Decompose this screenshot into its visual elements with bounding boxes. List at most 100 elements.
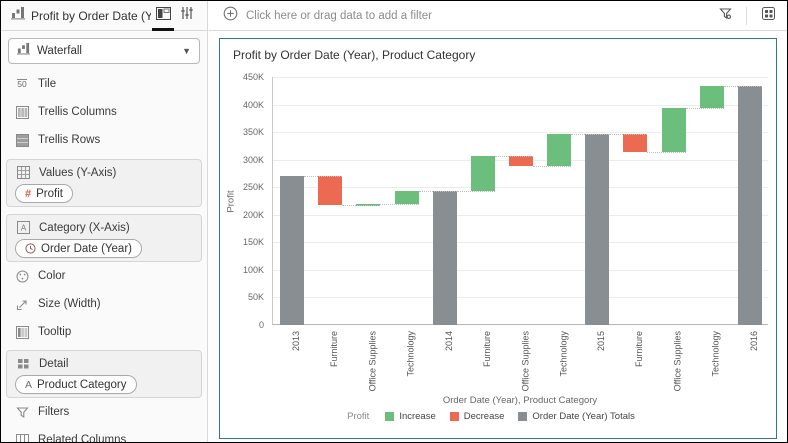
waterfall-bar-total[interactable] <box>585 133 610 325</box>
pill-profit[interactable]: # Profit <box>15 184 73 203</box>
gridline <box>273 269 768 271</box>
waterfall-bar-increase[interactable] <box>699 85 724 108</box>
waterfall-connector <box>418 191 457 193</box>
waterfall-bar-increase[interactable] <box>547 133 572 166</box>
gridline <box>273 132 768 134</box>
waterfall-connector <box>609 133 648 135</box>
trellis-rows-icon <box>14 133 30 147</box>
drop-target-related-columns[interactable]: Related Columns <box>1 426 207 442</box>
waterfall-connector <box>380 204 419 206</box>
gridline <box>273 104 768 106</box>
measure-hash-icon: # <box>25 187 32 200</box>
drop-zone-detail[interactable]: Detail A Product Category <box>6 350 202 398</box>
tab-viz-properties[interactable] <box>175 1 199 31</box>
drop-target-trellis-columns[interactable]: Trellis Columns <box>1 98 207 126</box>
legend-item[interactable]: Decrease <box>449 411 505 422</box>
y-tick-label: 450K <box>242 72 264 82</box>
drop-target-trellis-rows[interactable]: Trellis Rows <box>1 126 207 154</box>
canvas: Profit by Order Date (Year), Product Cat… <box>209 32 787 442</box>
waterfall-chart-icon <box>11 6 25 25</box>
waterfall-bar-decrease[interactable] <box>623 133 648 152</box>
y-axis-title: Profit <box>225 189 237 213</box>
detail-grid-icon <box>15 357 31 370</box>
x-axis-title: Order Date (Year), Product Category <box>442 395 598 406</box>
y-tick-label: 250K <box>242 182 264 193</box>
pill-product-category[interactable]: A Product Category <box>15 375 137 394</box>
chevron-down-icon: ▼ <box>182 46 191 56</box>
waterfall-connector <box>342 205 381 207</box>
legend-item[interactable]: Order Date (Year) Totals <box>518 411 635 422</box>
y-tick-label: 0 <box>258 320 264 330</box>
color-palette-icon <box>14 270 30 283</box>
pill-order-date-year[interactable]: Order Date (Year) <box>15 239 142 258</box>
drop-target-filters[interactable]: Filters <box>1 398 207 426</box>
drop-target-color[interactable]: Color <box>1 262 207 290</box>
plot-area <box>272 77 768 325</box>
gridline <box>273 214 768 216</box>
drop-target-tooltip[interactable]: Tooltip <box>1 318 207 346</box>
funnel-icon <box>14 406 30 419</box>
legend-item[interactable]: Increase <box>385 411 436 422</box>
waterfall-connector <box>647 151 686 153</box>
grammar-panel: Profit by Order Date (Year), Pr... Water… <box>1 1 208 442</box>
add-filter-plus-icon[interactable] <box>223 6 238 26</box>
legend-swatch <box>385 412 395 421</box>
y-tick-label: 350K <box>242 127 264 138</box>
drop-zone-values-y-axis[interactable]: Values (Y-Axis) # Profit <box>6 159 202 207</box>
tooltip-icon <box>14 325 30 339</box>
filter-bar[interactable]: Click here or drag data to add a filter <box>209 1 787 31</box>
waterfall-bar-increase[interactable] <box>356 204 381 207</box>
waterfall-chart-icon <box>17 42 30 60</box>
y-tick-label: 300K <box>242 154 264 165</box>
waterfall-bar-total[interactable] <box>432 191 457 325</box>
canvas-grid-icon <box>761 6 776 26</box>
grammar-panel-icon <box>155 6 171 25</box>
filter-bar-placeholder: Click here or drag data to add a filter <box>246 9 433 22</box>
waterfall-bar-increase[interactable] <box>394 191 419 205</box>
waterfall-visualization[interactable]: Profit by Order Date (Year), Product Cat… <box>219 38 777 439</box>
tab-grammar-panel[interactable] <box>151 1 175 31</box>
y-tick-label: 400K <box>242 99 264 110</box>
divider <box>746 6 747 25</box>
waterfall-bar-total[interactable] <box>737 85 762 325</box>
y-tick-label: 200K <box>242 209 264 220</box>
legend-label: Decrease <box>463 411 505 422</box>
gridline <box>273 187 768 189</box>
y-tick-label: 150K <box>242 237 264 248</box>
category-a-icon: A <box>15 221 31 234</box>
waterfall-bar-decrease[interactable] <box>509 155 533 166</box>
funnel-settings-icon <box>718 6 733 26</box>
gridline <box>273 297 768 299</box>
gridline <box>273 77 768 78</box>
viz-type-value: Waterfall <box>37 45 82 57</box>
resize-diagonal-icon <box>14 298 30 311</box>
waterfall-bar-total[interactable] <box>280 176 305 325</box>
drop-target-tile[interactable]: 50 Tile <box>1 70 207 98</box>
filter-options-button[interactable] <box>714 5 736 27</box>
legend-title: Profit <box>347 411 370 422</box>
waterfall-bar-decrease[interactable] <box>318 176 343 206</box>
clock-icon <box>25 243 36 254</box>
legend-swatch <box>518 412 528 421</box>
viz-type-dropdown[interactable]: Waterfall ▼ <box>8 38 200 64</box>
waterfall-bar-increase[interactable] <box>470 155 495 192</box>
chart-title: Profit by Order Date (Year), Product Cat… <box>233 48 476 62</box>
attribute-a-icon: A <box>25 378 33 391</box>
gridline <box>273 242 768 244</box>
waterfall-bar-increase[interactable] <box>661 107 686 152</box>
svg-text:A: A <box>20 224 26 233</box>
sliders-icon <box>180 6 194 25</box>
canvas-grid-button[interactable] <box>757 5 779 27</box>
waterfall-connector <box>533 165 572 167</box>
waterfall-connector <box>456 191 495 193</box>
values-grid-icon <box>15 166 31 179</box>
legend-swatch <box>449 412 459 421</box>
viz-header: Profit by Order Date (Year), Pr... <box>1 1 207 31</box>
drop-zone-category-x-axis[interactable]: A Category (X-Axis) Order Date (Year) <box>6 214 202 262</box>
trellis-columns-icon <box>14 105 30 119</box>
waterfall-connector <box>494 155 533 157</box>
tile-icon: 50 <box>17 79 27 89</box>
drop-target-size-width[interactable]: Size (Width) <box>1 290 207 318</box>
y-tick-label: 100K <box>242 264 264 275</box>
